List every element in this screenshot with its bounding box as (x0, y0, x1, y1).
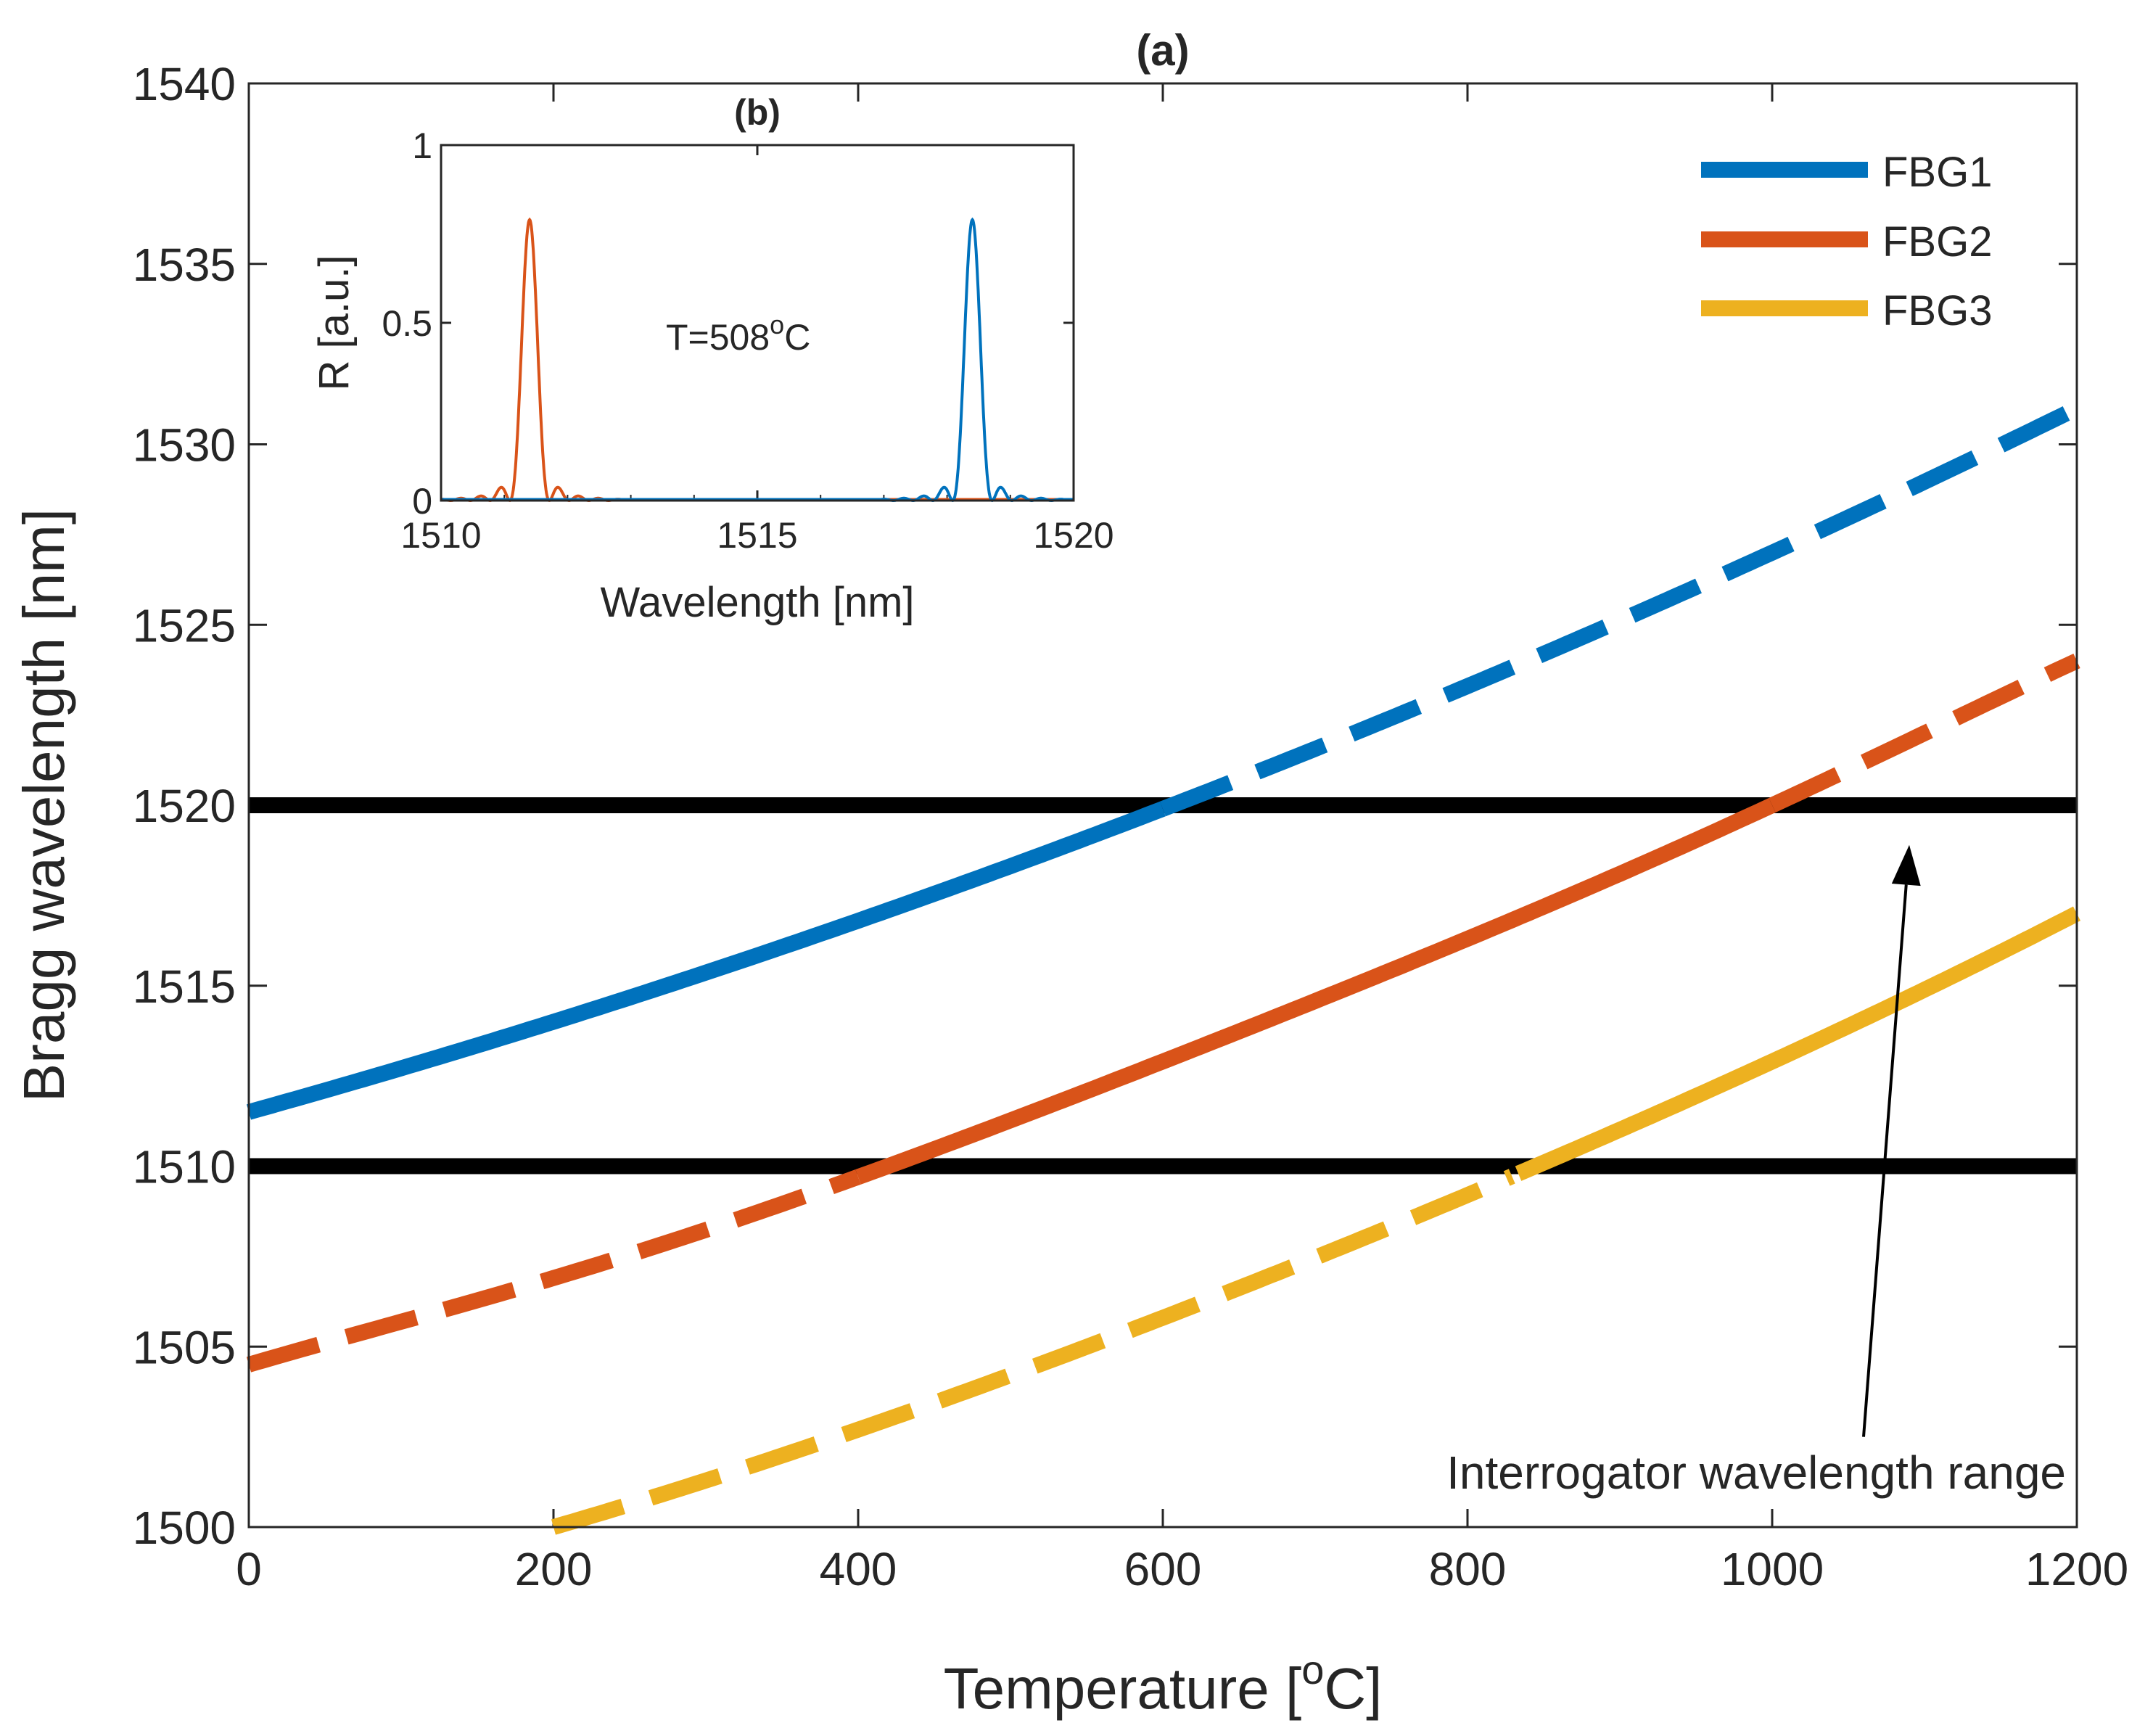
series-fbg2-dashed-upper (1769, 654, 2080, 813)
main-series (246, 400, 2081, 1535)
main-x-tick-label: 800 (1429, 1543, 1507, 1595)
inset-chart: 1510 1515 1520 00.51 (b) Wavelength [nm] R… (310, 92, 1114, 626)
main-x-tick-label: 200 (515, 1543, 593, 1595)
main-y-tick-label: 1535 (133, 239, 236, 291)
annotation-arrow-head (1891, 844, 1921, 886)
inset-annotation: T=508oC (666, 310, 810, 358)
main-x-tick-label: 600 (1124, 1543, 1202, 1595)
main-y-tick-label: 1510 (133, 1141, 236, 1193)
inset-x-tick-labels: 1510 1515 1520 (400, 515, 1113, 556)
inset-y-axis-label: R [a.u.] (310, 255, 358, 391)
inset-y-tick-label: 0.5 (382, 303, 432, 344)
inset-y-tick-label: 1 (412, 126, 432, 166)
inset-title: (b) (734, 92, 781, 133)
inset-axes-box (440, 144, 1075, 502)
main-y-tick-label: 1515 (133, 960, 236, 1013)
inset-plot-area (441, 145, 1074, 501)
series-fbg2-solid (855, 798, 1776, 1185)
series-fbg3-solid (1515, 906, 2081, 1181)
main-y-tick-label: 1505 (133, 1321, 236, 1373)
legend-label-fbg1: FBG1 (1882, 149, 1993, 196)
main-y-tick-label: 1540 (133, 58, 236, 110)
series-fbg1-solid (246, 801, 1166, 1120)
inset-y-tick-labels: 00.51 (382, 126, 432, 522)
main-y-axis-label: Bragg wavelength [nm] (12, 509, 76, 1102)
interrogator-annotation: Interrogator wavelength range (1446, 844, 2066, 1499)
main-y-tick-label: 1525 (133, 599, 236, 651)
main-y-tick-label: 1500 (133, 1502, 236, 1554)
main-title: (a) (1136, 26, 1189, 75)
annotation-text: Interrogator wavelength range (1446, 1447, 2066, 1499)
series-fbg3-dashed (551, 1169, 1515, 1535)
inset-x-tick-label: 1510 (400, 515, 481, 556)
main-y-tick-label: 1520 (133, 780, 236, 832)
main-x-tick-label: 0 (236, 1543, 262, 1595)
main-x-tick-label: 400 (820, 1543, 897, 1595)
annotation-arrow-line (1862, 884, 1908, 1437)
series-fbg1-dashed-upper (1159, 400, 2080, 817)
inset-x-axis-label: Wavelength [nm] (600, 579, 914, 626)
main-legend: FBG1 FBG2 FBG3 (1701, 149, 1993, 334)
legend-label-fbg3: FBG3 (1882, 287, 1993, 334)
inset-y-tick-label: 0 (412, 481, 432, 522)
main-axes-box (247, 82, 2078, 1529)
main-x-tick-labels: 0 200 400 600 800 1000 1200 (236, 1543, 2128, 1595)
main-x-axis-label: Temperature [oC] (944, 1647, 1383, 1721)
series-fbg2-dashed (246, 1169, 861, 1373)
main-x-tick-label: 1200 (2025, 1543, 2128, 1595)
inset-x-tick-label: 1520 (1033, 515, 1113, 556)
main-y-tick-label: 1530 (133, 419, 236, 472)
main-x-tick-label: 1000 (1721, 1543, 1824, 1595)
inset-x-tick-label: 1515 (717, 515, 797, 556)
legend-label-fbg2: FBG2 (1882, 218, 1993, 266)
main-y-tick-labels: 1500 1505 1510 1515 1520 1525 1530 1535 1540 (133, 58, 236, 1554)
